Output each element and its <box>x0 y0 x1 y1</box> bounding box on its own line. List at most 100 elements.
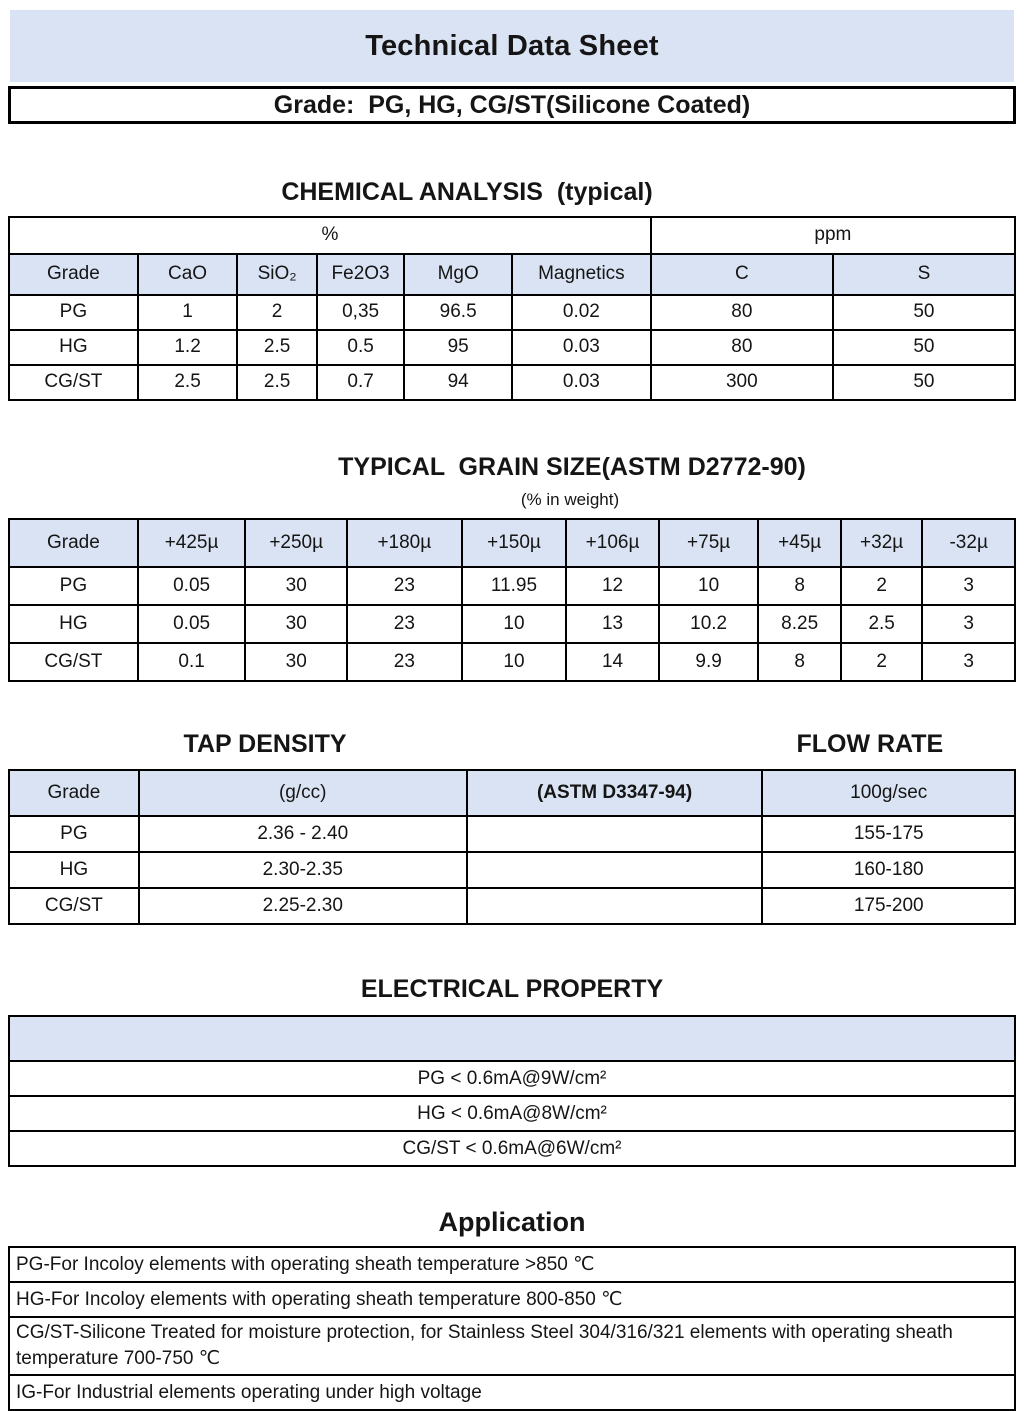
application-row-pg: PG-For Incoloy elements with operating s… <box>8 1246 1016 1284</box>
table-row: % ppm <box>8 215 1017 255</box>
table-cell: 2.25-2.30 <box>137 886 468 925</box>
column-header-gcc: (g/cc) <box>137 768 468 817</box>
table-cell: 2 <box>839 565 924 606</box>
document-title: Technical Data Sheet <box>365 29 659 62</box>
table-cell: 96.5 <box>403 293 513 331</box>
flow-rate-title: FLOW RATE <box>796 729 944 758</box>
table-cell: 0.5 <box>315 328 406 366</box>
table-cell: HG < 0.6mA@8W/cm² <box>8 1095 1016 1133</box>
table-header-row: Grade (g/cc) (ASTM D3347-94) 100g/sec <box>8 768 1016 817</box>
application-title: Application <box>438 1207 586 1238</box>
chemical-analysis-title: CHEMICAL ANALYSIS (typical) <box>281 178 653 206</box>
tap-density-title: TAP DENSITY <box>183 729 347 758</box>
table-cell: HG <box>8 850 140 889</box>
table-cell: 2.5 <box>839 603 924 644</box>
table-cell: 10 <box>460 641 568 682</box>
table-cell: PG <box>8 293 139 331</box>
table-cell: HG <box>8 328 139 366</box>
table-row: PG 2.36 - 2.40 155-175 <box>8 814 1016 853</box>
table-row: CG/ST 0.1 30 23 10 14 9.9 8 2 3 <box>8 641 1016 682</box>
table-cell: CG/ST <box>8 641 139 682</box>
table-cell: 3 <box>921 603 1016 644</box>
table-row: HG < 0.6mA@8W/cm² <box>8 1095 1016 1133</box>
table-cell: 95 <box>403 328 513 366</box>
column-header-s: S <box>831 252 1017 296</box>
table-cell: 160-180 <box>761 850 1016 889</box>
table-cell: 2.30-2.35 <box>137 850 468 889</box>
table-cell: CG/ST < 0.6mA@6W/cm² <box>8 1130 1016 1168</box>
column-header-fe2o3: Fe2O3 <box>315 252 406 296</box>
table-cell <box>465 886 764 925</box>
table-row: HG-For Incoloy elements with operating s… <box>8 1281 1016 1319</box>
grain-size-title: TYPICAL GRAIN SIZE(ASTM D2772-90) <box>338 452 806 481</box>
table-cell: 3 <box>921 641 1016 682</box>
table-cell: 50 <box>831 328 1017 366</box>
column-header-32u: +32µ <box>839 517 924 568</box>
application-row-ig: IG-For Industrial elements operating und… <box>8 1374 1016 1411</box>
table-cell: 0.1 <box>136 641 247 682</box>
table-cell: 10.2 <box>657 603 760 644</box>
electrical-property-table: PG < 0.6mA@9W/cm² HG < 0.6mA@8W/cm² CG/S… <box>8 1015 1016 1168</box>
table-row: PG 1 2 0,35 96.5 0.02 80 50 <box>8 293 1017 331</box>
column-header-c: C <box>649 252 834 296</box>
application-table: PG-For Incoloy elements with operating s… <box>8 1246 1016 1411</box>
column-header-106u: +106µ <box>565 517 660 568</box>
column-header-100g-sec: 100g/sec <box>761 768 1016 817</box>
table-cell: 300 <box>649 363 834 401</box>
table-header-row <box>8 1015 1016 1063</box>
table-cell: CG/ST <box>8 886 140 925</box>
table-row: PG < 0.6mA@9W/cm² <box>8 1060 1016 1098</box>
table-row: HG 1.2 2.5 0.5 95 0.03 80 50 <box>8 328 1017 366</box>
table-cell: 9.9 <box>657 641 760 682</box>
table-cell: 2.5 <box>236 328 318 366</box>
table-cell: 0.7 <box>315 363 406 401</box>
table-row: PG 0.05 30 23 11.95 12 10 8 2 3 <box>8 565 1016 606</box>
table-row: CG/ST 2.25-2.30 175-200 <box>8 886 1016 925</box>
table-header-row: Grade CaO SiO₂ Fe2O3 MgO Magnetics C S <box>8 252 1017 296</box>
table-row: CG/ST 2.5 2.5 0.7 94 0.03 300 50 <box>8 363 1017 401</box>
table-cell: 8 <box>757 565 842 606</box>
table-cell: 0.05 <box>136 565 247 606</box>
table-cell: 10 <box>657 565 760 606</box>
table-cell: 23 <box>346 603 463 644</box>
column-header-grade: Grade <box>8 768 140 817</box>
document-title-bar: Technical Data Sheet <box>10 10 1014 82</box>
table-cell <box>465 850 764 889</box>
tap-density-flow-rate-table: Grade (g/cc) (ASTM D3347-94) 100g/sec PG… <box>8 768 1016 925</box>
grain-size-subtitle: (% in weight) <box>520 489 620 509</box>
column-header-mgo: MgO <box>403 252 513 296</box>
grain-size-table: Grade +425µ +250µ +180µ +150µ +106µ +75µ… <box>8 517 1016 682</box>
application-row-hg: HG-For Incoloy elements with operating s… <box>8 1281 1016 1319</box>
column-header-250u: +250µ <box>244 517 348 568</box>
table-cell: 30 <box>244 641 348 682</box>
electrical-header-blank-cell <box>8 1015 1016 1063</box>
column-header-grade: Grade <box>8 517 139 568</box>
table-cell: 0.02 <box>510 293 652 331</box>
table-cell: 2.5 <box>136 363 239 401</box>
table-cell: 50 <box>831 293 1017 331</box>
table-cell: 2.5 <box>236 363 318 401</box>
table-cell: 30 <box>244 603 348 644</box>
application-row-cgst: CG/ST-Silicone Treated for moisture prot… <box>8 1316 1016 1377</box>
table-row: HG 0.05 30 23 10 13 10.2 8.25 2.5 3 <box>8 603 1016 644</box>
table-cell: 155-175 <box>761 814 1016 853</box>
table-cell: 0.03 <box>510 363 652 401</box>
table-cell: 2.36 - 2.40 <box>137 814 468 853</box>
table-cell: 50 <box>831 363 1017 401</box>
grade-line: Grade: PG, HG, CG/ST(Silicone Coated) <box>273 90 751 119</box>
table-cell: 13 <box>565 603 660 644</box>
column-header-75u: +75µ <box>657 517 760 568</box>
table-cell: CG/ST <box>8 363 139 401</box>
table-cell: 0.03 <box>510 328 652 366</box>
table-cell: 94 <box>403 363 513 401</box>
table-cell: 8 <box>757 641 842 682</box>
table-cell: HG <box>8 603 139 644</box>
grade-line-box: Grade: PG, HG, CG/ST(Silicone Coated) <box>8 86 1016 124</box>
table-cell: 11.95 <box>460 565 568 606</box>
column-header-minus32u: -32µ <box>921 517 1016 568</box>
table-cell: 175-200 <box>761 886 1016 925</box>
table-cell <box>465 814 764 853</box>
column-header-150u: +150µ <box>460 517 568 568</box>
table-cell: 23 <box>346 565 463 606</box>
